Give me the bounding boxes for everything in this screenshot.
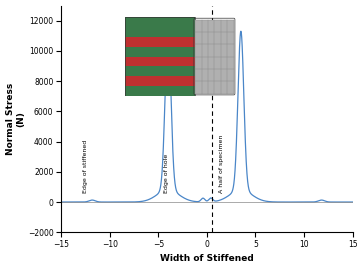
Y-axis label: Normal Stress
(N): Normal Stress (N) [5,83,25,155]
X-axis label: Width of Stiffened: Width of Stiffened [160,254,254,263]
Text: Edge of hole: Edge of hole [164,154,168,193]
Text: A half of specimen: A half of specimen [219,134,224,193]
Text: Edge of stiffened: Edge of stiffened [83,140,88,193]
